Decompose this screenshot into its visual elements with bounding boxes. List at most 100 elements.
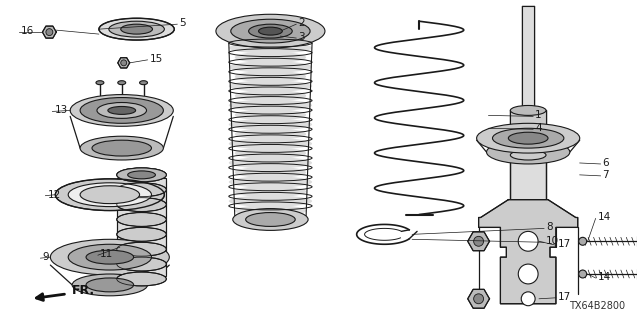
- Ellipse shape: [51, 239, 170, 275]
- Text: 3: 3: [298, 32, 305, 42]
- Ellipse shape: [235, 109, 306, 121]
- Ellipse shape: [118, 81, 125, 85]
- Ellipse shape: [510, 150, 546, 160]
- Ellipse shape: [579, 270, 587, 278]
- Ellipse shape: [80, 98, 163, 123]
- Text: 13: 13: [54, 105, 68, 116]
- Polygon shape: [637, 269, 640, 279]
- Circle shape: [518, 264, 538, 284]
- Ellipse shape: [116, 212, 166, 227]
- Ellipse shape: [248, 24, 292, 38]
- Ellipse shape: [80, 136, 163, 160]
- Ellipse shape: [486, 140, 570, 164]
- Ellipse shape: [80, 186, 140, 204]
- Text: 6: 6: [602, 158, 609, 168]
- Text: 5: 5: [179, 18, 186, 28]
- Ellipse shape: [235, 205, 306, 216]
- Ellipse shape: [235, 167, 306, 178]
- Ellipse shape: [231, 19, 310, 43]
- Ellipse shape: [108, 107, 136, 114]
- Ellipse shape: [246, 212, 295, 227]
- Ellipse shape: [228, 61, 312, 73]
- Ellipse shape: [86, 250, 134, 264]
- Ellipse shape: [579, 237, 587, 245]
- Ellipse shape: [228, 157, 312, 169]
- Ellipse shape: [228, 119, 312, 130]
- Circle shape: [121, 60, 127, 66]
- Polygon shape: [116, 178, 166, 276]
- Polygon shape: [42, 26, 56, 38]
- Text: 14: 14: [598, 212, 611, 222]
- Ellipse shape: [116, 257, 166, 271]
- Ellipse shape: [235, 186, 306, 197]
- Text: 7: 7: [602, 170, 609, 180]
- Polygon shape: [510, 110, 546, 130]
- Text: 11: 11: [100, 249, 113, 259]
- Ellipse shape: [116, 272, 166, 286]
- Ellipse shape: [259, 27, 282, 35]
- Ellipse shape: [235, 90, 306, 101]
- Ellipse shape: [92, 140, 152, 156]
- Ellipse shape: [228, 196, 312, 207]
- Ellipse shape: [235, 71, 306, 82]
- Ellipse shape: [508, 132, 548, 144]
- Text: 12: 12: [47, 190, 61, 200]
- Ellipse shape: [121, 24, 152, 34]
- Ellipse shape: [99, 18, 174, 40]
- Ellipse shape: [86, 278, 134, 292]
- Ellipse shape: [235, 148, 306, 159]
- Ellipse shape: [228, 138, 312, 149]
- Ellipse shape: [116, 198, 166, 212]
- Ellipse shape: [70, 95, 173, 126]
- Text: 8: 8: [546, 222, 553, 232]
- Ellipse shape: [116, 183, 166, 197]
- Ellipse shape: [68, 183, 152, 207]
- Ellipse shape: [228, 80, 312, 92]
- Ellipse shape: [109, 21, 164, 37]
- Ellipse shape: [235, 52, 306, 63]
- Polygon shape: [479, 200, 578, 304]
- Polygon shape: [522, 6, 534, 110]
- Text: 17: 17: [558, 239, 571, 249]
- Text: FR.: FR.: [72, 284, 95, 297]
- Ellipse shape: [228, 176, 312, 188]
- Circle shape: [474, 294, 484, 304]
- Ellipse shape: [128, 171, 156, 179]
- Text: 10: 10: [546, 236, 559, 246]
- Ellipse shape: [116, 228, 166, 241]
- Polygon shape: [468, 289, 490, 308]
- Ellipse shape: [228, 100, 312, 111]
- Ellipse shape: [96, 81, 104, 85]
- Ellipse shape: [68, 244, 152, 270]
- Ellipse shape: [116, 242, 166, 256]
- Ellipse shape: [477, 123, 580, 153]
- Text: 17: 17: [558, 292, 571, 302]
- Text: 2: 2: [298, 18, 305, 28]
- Polygon shape: [468, 232, 490, 251]
- Ellipse shape: [55, 179, 164, 211]
- Ellipse shape: [216, 14, 325, 48]
- Ellipse shape: [116, 168, 166, 182]
- Ellipse shape: [510, 125, 546, 135]
- Text: 4: 4: [535, 123, 541, 133]
- Text: 9: 9: [42, 252, 49, 262]
- Polygon shape: [637, 236, 640, 246]
- Text: 14: 14: [598, 272, 611, 282]
- Ellipse shape: [233, 209, 308, 230]
- Text: 15: 15: [150, 54, 163, 64]
- Ellipse shape: [72, 274, 147, 296]
- Ellipse shape: [228, 42, 312, 53]
- Ellipse shape: [97, 102, 147, 118]
- Circle shape: [518, 231, 538, 251]
- Circle shape: [474, 236, 484, 246]
- Polygon shape: [510, 155, 546, 210]
- Text: 1: 1: [535, 110, 541, 120]
- Ellipse shape: [510, 106, 546, 116]
- Text: TX64B2800: TX64B2800: [569, 301, 625, 311]
- Circle shape: [521, 292, 535, 306]
- Ellipse shape: [235, 128, 306, 140]
- Text: 16: 16: [20, 26, 34, 36]
- Ellipse shape: [140, 81, 147, 85]
- Ellipse shape: [493, 128, 564, 148]
- Ellipse shape: [116, 168, 166, 182]
